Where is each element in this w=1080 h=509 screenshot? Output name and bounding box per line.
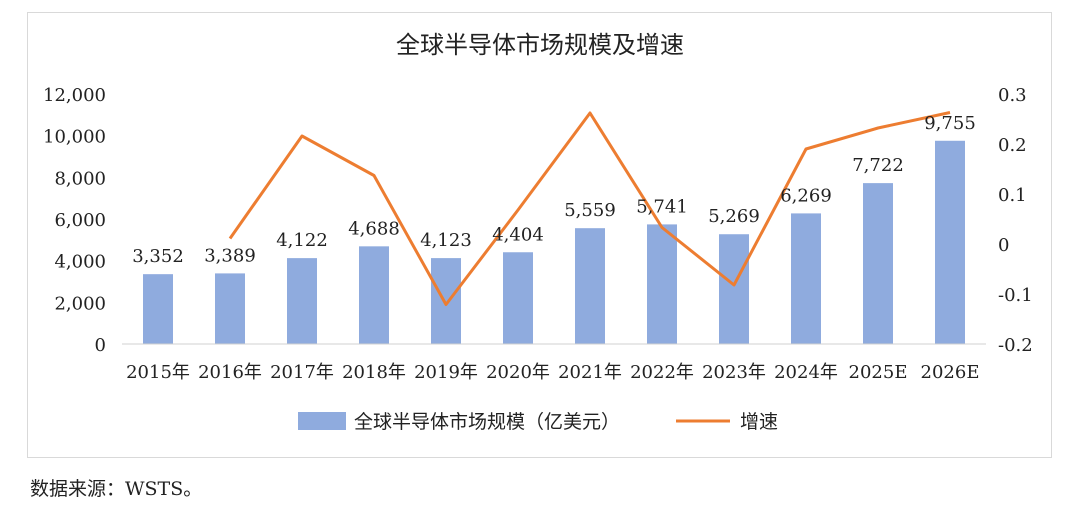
x-tick-label-0: 2015年 [126,362,190,383]
x-tick-label-3: 2018年 [342,362,406,383]
bar-label-6: 5,559 [564,200,616,221]
x-tick-label-7: 2022年 [630,362,694,383]
bar-label-9: 6,269 [780,185,832,206]
x-tick-label-6: 2021年 [558,362,622,383]
bar-label-0: 3,352 [132,246,184,267]
bar-9 [791,213,821,344]
bar-11 [935,140,965,344]
chart-title: 全球半导体市场规模及增速 [396,31,684,59]
bar-4 [431,258,461,344]
source-note: 数据来源：WSTS。 [30,478,203,500]
y-left-tick-label-4: 8,000 [54,168,106,189]
x-tick-label-2: 2017年 [270,362,334,383]
bar-label-5: 4,404 [492,224,544,245]
bar-5 [503,252,533,344]
y-right-tick-label-2: 0 [998,235,1009,256]
x-tick-label-11: 2026E [921,362,980,383]
bar-label-11: 9,755 [924,113,976,134]
y-right-tick-label-5: 0.3 [998,85,1027,106]
bar-10 [863,183,893,344]
x-tick-label-10: 2025E [849,362,908,383]
legend-line-label: 增速 [740,411,778,433]
bar-7 [647,224,677,344]
legend-bar-swatch [298,412,346,430]
bar-3 [359,246,389,344]
bar-2 [287,258,317,344]
bar-label-3: 4,688 [348,218,400,239]
y-left-tick-label-2: 4,000 [54,252,106,273]
y-left-tick-label-0: 0 [95,335,106,356]
y-right-tick-label-3: 0.1 [998,185,1027,206]
y-left-tick-label-6: 12,000 [43,85,106,106]
y-left-tick-label-5: 10,000 [43,127,106,148]
x-tick-label-5: 2020年 [486,362,550,383]
y-left-tick-label-1: 2,000 [54,293,106,314]
x-tick-label-8: 2023年 [702,362,766,383]
bar-label-2: 4,122 [276,230,328,251]
y-left-tick-label-3: 6,000 [54,210,106,231]
y-right-tick-label-1: -0.1 [998,285,1033,306]
bar-1 [215,273,245,344]
bar-8 [719,234,749,344]
y-right-tick-label-0: -0.2 [998,335,1033,356]
x-tick-label-4: 2019年 [414,362,478,383]
y-right-tick-label-4: 0.2 [998,135,1027,156]
bar-6 [575,228,605,344]
x-tick-label-9: 2024年 [774,362,838,383]
bar-label-8: 5,269 [708,206,760,227]
bar-label-10: 7,722 [852,155,904,176]
bar-0 [143,274,173,344]
x-tick-label-1: 2016年 [198,362,262,383]
bar-label-4: 4,123 [420,230,472,251]
bar-label-7: 5,741 [636,196,688,217]
legend: 全球半导体市场规模（亿美元） 增速 [298,411,778,433]
legend-bar-label: 全球半导体市场规模（亿美元） [354,411,620,433]
bar-label-1: 3,389 [204,245,256,266]
